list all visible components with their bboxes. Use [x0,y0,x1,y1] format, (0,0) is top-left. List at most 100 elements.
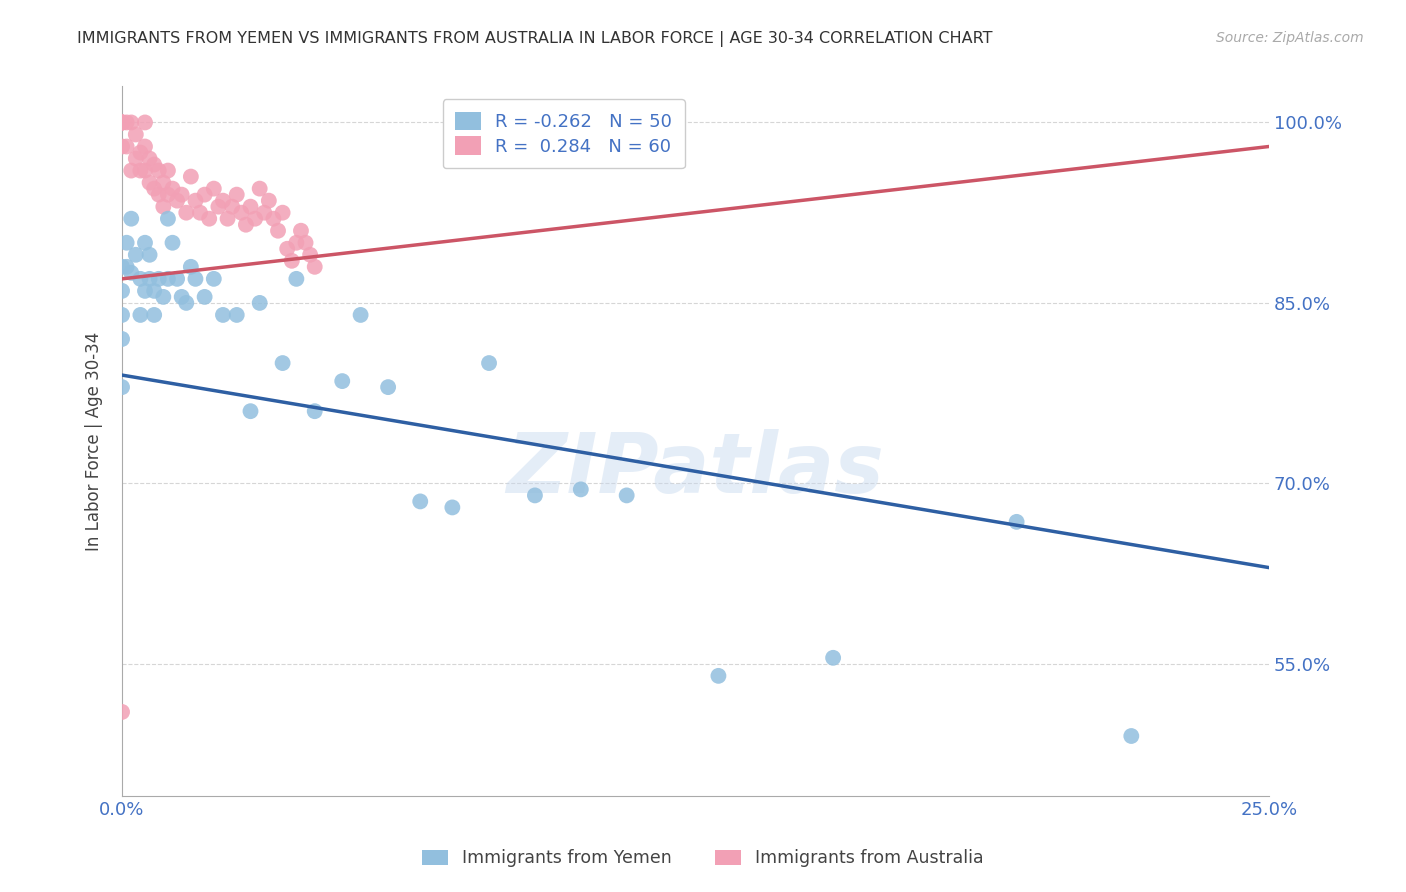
Point [1005,515,1028,529]
Point [134,163,156,178]
Point [225,308,247,322]
Point [294,235,316,250]
Point [134,115,156,129]
Point [180,169,202,184]
Point [111,260,134,274]
Point [349,308,371,322]
Point [134,235,156,250]
Point [285,272,308,286]
Point [166,194,188,208]
Legend: Immigrants from Yemen, Immigrants from Australia: Immigrants from Yemen, Immigrants from A… [415,843,991,874]
Point [304,260,326,274]
Text: IMMIGRANTS FROM YEMEN VS IMMIGRANTS FROM AUSTRALIA IN LABOR FORCE | AGE 30-34 CO: IMMIGRANTS FROM YEMEN VS IMMIGRANTS FROM… [77,31,993,47]
Point [267,224,290,238]
Point [148,272,170,286]
Point [134,139,156,153]
Point [115,235,138,250]
Point [120,115,142,129]
Point [707,669,730,683]
Point [299,248,322,262]
Point [120,266,142,280]
Point [239,404,262,418]
Point [111,115,134,129]
Point [330,374,353,388]
Point [174,296,197,310]
Point [290,224,312,238]
Point [377,380,399,394]
Point [243,211,266,226]
Point [143,181,166,195]
Point [162,235,184,250]
Point [1121,729,1143,743]
Point [253,205,276,219]
Point [111,332,134,346]
Point [138,272,160,286]
Point [156,211,179,226]
Point [194,290,217,304]
Point [271,356,294,370]
Point [111,115,134,129]
Point [409,494,432,508]
Point [225,187,247,202]
Y-axis label: In Labor Force | Age 30-34: In Labor Force | Age 30-34 [86,332,103,551]
Point [111,308,134,322]
Point [478,356,501,370]
Point [257,194,280,208]
Point [304,404,326,418]
Point [231,205,253,219]
Point [170,187,193,202]
Point [616,488,638,502]
Point [441,500,464,515]
Point [235,218,257,232]
Point [166,272,188,286]
Point [239,200,262,214]
Point [138,248,160,262]
Point [823,650,845,665]
Point [148,187,170,202]
Point [111,139,134,153]
Point [111,115,134,129]
Point [152,176,174,190]
Point [152,290,174,304]
Point [129,308,152,322]
Point [111,115,134,129]
Text: Source: ZipAtlas.com: Source: ZipAtlas.com [1216,31,1364,45]
Point [217,211,239,226]
Point [170,290,193,304]
Point [156,187,179,202]
Point [129,145,152,160]
Point [115,115,138,129]
Point [143,284,166,298]
Point [111,705,134,719]
Point [120,211,142,226]
Point [202,272,225,286]
Point [129,163,152,178]
Point [221,200,243,214]
Point [184,272,207,286]
Point [262,211,284,226]
Point [148,163,170,178]
Point [281,253,304,268]
Point [194,187,217,202]
Point [202,181,225,195]
Point [125,152,148,166]
Point [569,483,592,497]
Point [111,380,134,394]
Point [174,205,197,219]
Point [271,205,294,219]
Point [162,181,184,195]
Point [212,308,235,322]
Point [111,284,134,298]
Point [143,157,166,171]
Point [115,260,138,274]
Point [111,115,134,129]
Point [198,211,221,226]
Point [134,284,156,298]
Point [180,260,202,274]
Point [249,296,271,310]
Point [188,205,211,219]
Point [249,181,271,195]
Point [212,194,235,208]
Point [184,194,207,208]
Point [125,248,148,262]
